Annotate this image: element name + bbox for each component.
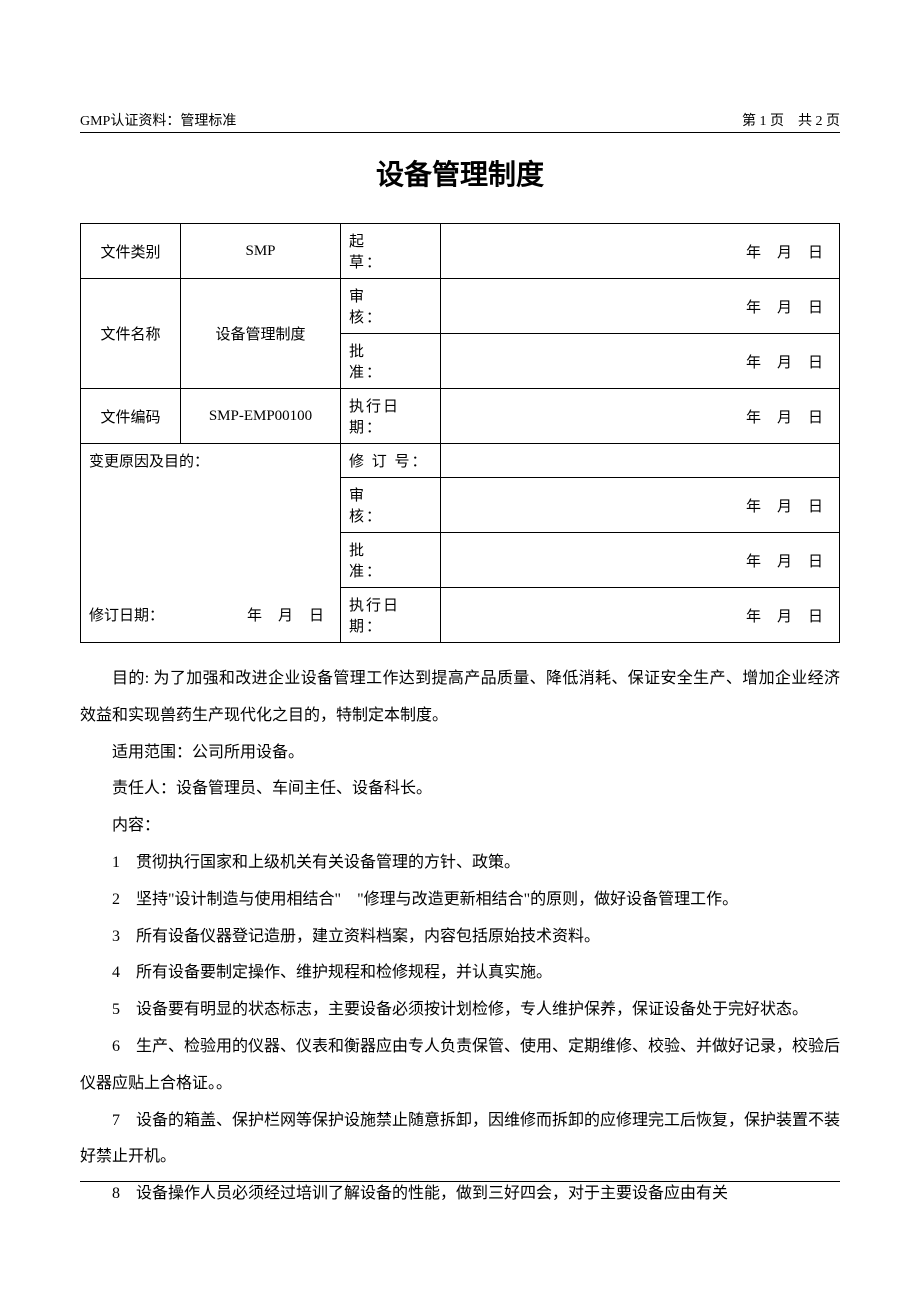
item-5: 5 设备要有明显的状态标志，主要设备必须按计划检修，专人维护保养，保证设备处于完… xyxy=(80,992,840,1029)
label-approve2: 批 准： xyxy=(341,533,441,588)
value-name: 设备管理制度 xyxy=(181,279,341,389)
change-space2 xyxy=(81,533,341,588)
document-body: 目的: 为了加强和改进企业设备管理工作达到提高产品质量、降低消耗、保证安全生产、… xyxy=(80,661,840,1213)
value-type: SMP xyxy=(181,224,341,279)
value-review-date: 年月日 xyxy=(441,279,840,334)
label-name: 文件名称 xyxy=(81,279,181,389)
header-left: GMP认证资料：管理标准 xyxy=(80,110,236,130)
item-3: 3 所有设备仪器登记造册，建立资料档案，内容包括原始技术资料。 xyxy=(80,919,840,956)
value-exec2-date: 年月日 xyxy=(441,588,840,643)
item-1: 1 贯彻执行国家和上级机关有关设备管理的方针、政策。 xyxy=(80,845,840,882)
para-purpose: 目的: 为了加强和改进企业设备管理工作达到提高产品质量、降低消耗、保证安全生产、… xyxy=(80,661,840,735)
value-code: SMP-EMP00100 xyxy=(181,389,341,444)
label-exec2: 执行日期： xyxy=(341,588,441,643)
value-exec-date: 年月日 xyxy=(441,389,840,444)
item-7: 7 设备的箱盖、保护栏网等保护设施禁止随意拆卸，因维修而拆卸的应修理完工后恢复，… xyxy=(80,1103,840,1177)
label-change: 变更原因及目的： xyxy=(81,444,341,478)
para-content-label: 内容： xyxy=(80,808,840,845)
item-6: 6 生产、检验用的仪器、仪表和衡器应由专人负责保管、使用、定期维修、校验、并做好… xyxy=(80,1029,840,1103)
label-approve: 批 准： xyxy=(341,334,441,389)
metadata-table: 文件类别 SMP 起 草： 年月日 文件名称 设备管理制度 审 核： 年月日 批… xyxy=(80,223,840,643)
para-scope: 适用范围：公司所用设备。 xyxy=(80,735,840,772)
footer-rule xyxy=(80,1181,840,1182)
header-right: 第 1 页 共 2 页 xyxy=(742,110,840,130)
label-revdate: 修订日期： 年月日 xyxy=(81,588,341,643)
value-approve2-date: 年月日 xyxy=(441,533,840,588)
label-draft: 起 草： xyxy=(341,224,441,279)
value-draft-date: 年月日 xyxy=(441,224,840,279)
label-review2: 审 核： xyxy=(341,478,441,533)
document-title: 设备管理制度 xyxy=(80,153,840,193)
label-review: 审 核： xyxy=(341,279,441,334)
value-review2-date: 年月日 xyxy=(441,478,840,533)
change-space1 xyxy=(81,478,341,533)
value-revno xyxy=(441,444,840,478)
label-type: 文件类别 xyxy=(81,224,181,279)
label-revno: 修 订 号： xyxy=(341,444,441,478)
label-code: 文件编码 xyxy=(81,389,181,444)
label-exec: 执行日期： xyxy=(341,389,441,444)
page-header: GMP认证资料：管理标准 第 1 页 共 2 页 xyxy=(80,110,840,133)
item-4: 4 所有设备要制定操作、维护规程和检修规程，并认真实施。 xyxy=(80,955,840,992)
value-approve-date: 年月日 xyxy=(441,334,840,389)
para-resp: 责任人：设备管理员、车间主任、设备科长。 xyxy=(80,771,840,808)
item-2: 2 坚持"设计制造与使用相结合" "修理与改造更新相结合"的原则，做好设备管理工… xyxy=(80,882,840,919)
